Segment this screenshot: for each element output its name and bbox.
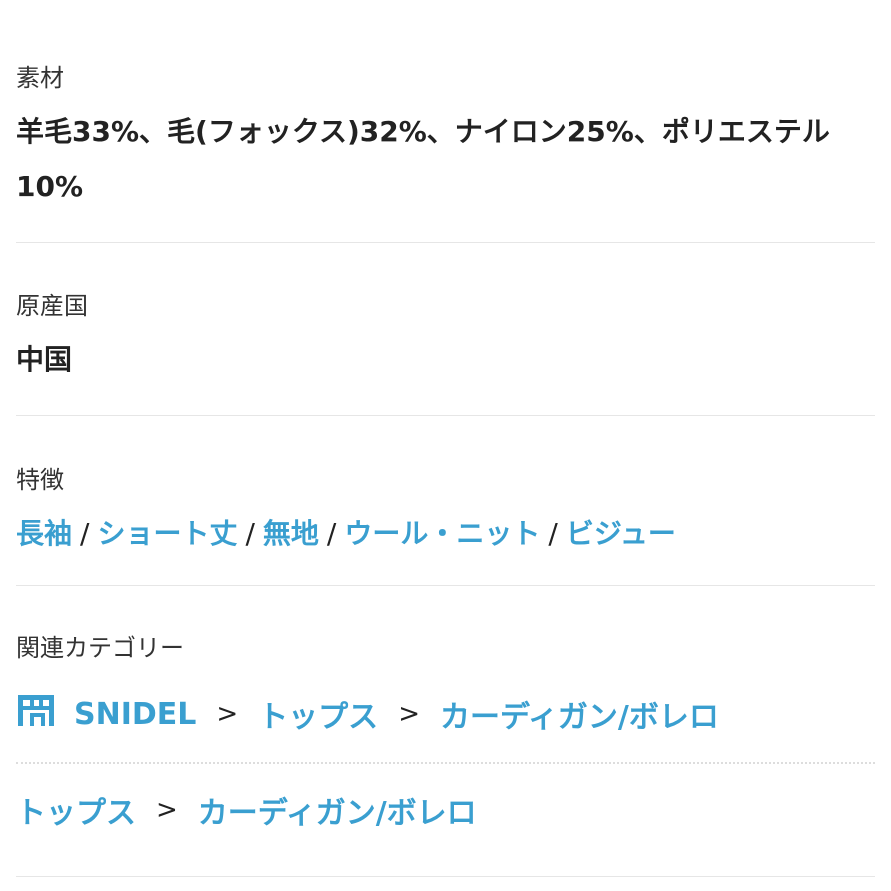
feature-tags: 長袖 / ショート丈 / 無地 / ウール・ニット / ビジュー	[16, 512, 875, 552]
categories-label: 関連カテゴリー	[16, 634, 184, 662]
feature-tag[interactable]: ウール・ニット	[344, 517, 541, 550]
divider	[16, 242, 875, 243]
separator: /	[326, 517, 337, 550]
separator: >	[156, 795, 178, 825]
separator: >	[398, 699, 420, 729]
divider	[16, 415, 875, 416]
separator: /	[80, 517, 90, 550]
breadcrumb-category: トップス > カーディガン/ボレロ	[16, 788, 477, 832]
crumb-link[interactable]: SNIDEL	[74, 696, 197, 732]
material-label: 素材	[16, 64, 64, 92]
crumb-link[interactable]: トップス	[258, 700, 379, 735]
feature-tag[interactable]: 長袖	[16, 517, 73, 550]
origin-value: 中国	[16, 343, 73, 376]
separator: /	[548, 517, 558, 550]
crumb-link[interactable]: カーディガン/ボレロ	[197, 796, 477, 831]
origin-label: 原産国	[16, 292, 88, 320]
separator: >	[216, 699, 239, 729]
feature-tag[interactable]: 無地	[262, 517, 319, 550]
divider	[16, 585, 875, 586]
crumb-link[interactable]: カーディガン/ボレロ	[439, 700, 719, 735]
divider	[16, 876, 875, 877]
dotted-divider	[16, 762, 875, 764]
feature-tag[interactable]: ビジュー	[565, 517, 676, 550]
shop-icon	[16, 692, 56, 736]
breadcrumb-brand: SNIDEL > トップス > カーディガン/ボレロ	[16, 692, 719, 736]
crumb-link[interactable]: トップス	[16, 796, 136, 831]
feature-tag[interactable]: ショート丈	[97, 517, 238, 550]
features-label: 特徴	[16, 466, 64, 494]
material-value: 羊毛33%、毛(フォックス)32%、ナイロン25%、ポリエステル10%	[16, 115, 830, 203]
separator: /	[245, 517, 255, 550]
